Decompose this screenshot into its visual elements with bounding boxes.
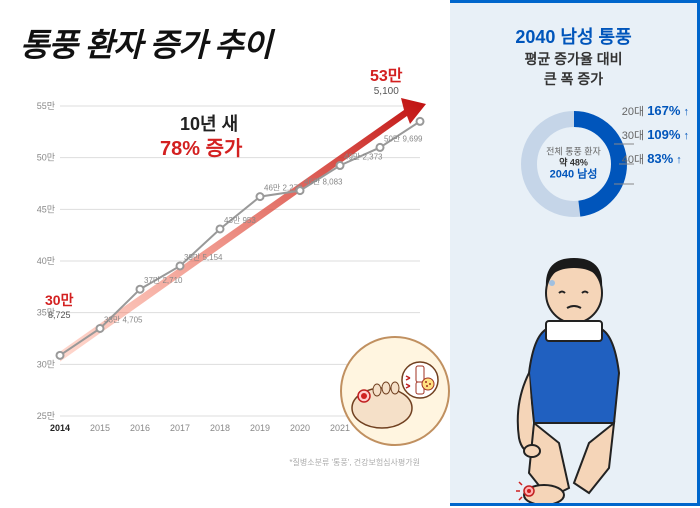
svg-text:30만: 30만 [37,359,55,369]
person-illustration [474,243,674,503]
start-label: 30만 8,725 [45,290,73,320]
svg-text:2020: 2020 [290,423,310,433]
start-value: 30만 [45,290,73,310]
svg-text:46만 8,083: 46만 8,083 [304,178,343,187]
peak-sub: 5,100 [370,86,403,97]
svg-text:50만 9,699: 50만 9,699 [384,134,423,143]
right-title-l3: 큰 폭 증가 [460,69,687,89]
svg-text:43만 953: 43만 953 [224,216,256,225]
svg-text:2015: 2015 [90,423,110,433]
svg-text:55만: 55만 [37,101,55,111]
svg-text:50만: 50만 [37,153,55,163]
svg-text:2017: 2017 [170,423,190,433]
peak-label: 53만 5,100 [370,62,403,97]
svg-text:37만 2,710: 37만 2,710 [144,276,183,285]
source-text: *질병소분류 '통풍', 건강보험심사평가원 [289,457,420,468]
stat-row: 40대 83% ↑ [622,151,689,167]
right-title: 2040 남성 통풍 평균 증가율 대비 큰 폭 증가 [460,23,687,89]
stat-row: 20대 167% ↑ [622,103,689,119]
right-title-l1: 2040 남성 통풍 [460,23,687,49]
donut-center: 전체 통풍 환자 약 48% 2040 남성 [546,147,601,182]
svg-text:45만: 45만 [37,204,55,214]
peak-value: 53만 [370,62,403,86]
chart-title: 통풍 환자 증가 추이 [20,20,440,66]
donut-chart: 전체 통풍 환자 약 48% 2040 남성 [514,104,634,224]
svg-text:25만: 25만 [37,411,55,421]
age-stats: 20대 167% ↑ 30대 109% ↑ 40대 83% ↑ [622,103,689,175]
right-panel: 2040 남성 통풍 평균 증가율 대비 큰 폭 증가 전체 통풍 환자 약 4… [450,0,700,506]
svg-text:2018: 2018 [210,423,230,433]
svg-text:2019: 2019 [250,423,270,433]
subtitle-line2: 78% 증가 [160,132,242,161]
svg-text:49만 2,373: 49만 2,373 [344,153,383,162]
svg-text:2014: 2014 [50,423,70,433]
donut-center-l3: 2040 남성 [546,168,601,181]
foot-inset-illustration [340,336,450,446]
donut-center-l2: 약 48% [546,157,601,168]
left-panel: 통풍 환자 증가 추이 25만30만35만40만45만50만55만2014201… [0,0,450,506]
stat-row: 30대 109% ↑ [622,127,689,143]
donut-center-l1: 전체 통풍 환자 [546,147,601,158]
svg-text:33만 4,705: 33만 4,705 [104,315,143,324]
svg-text:39만 5,154: 39만 5,154 [184,253,223,262]
svg-text:40만: 40만 [37,256,55,266]
right-title-l2: 평균 증가율 대비 [460,49,687,69]
start-sub: 8,725 [45,310,73,320]
svg-text:2016: 2016 [130,423,150,433]
